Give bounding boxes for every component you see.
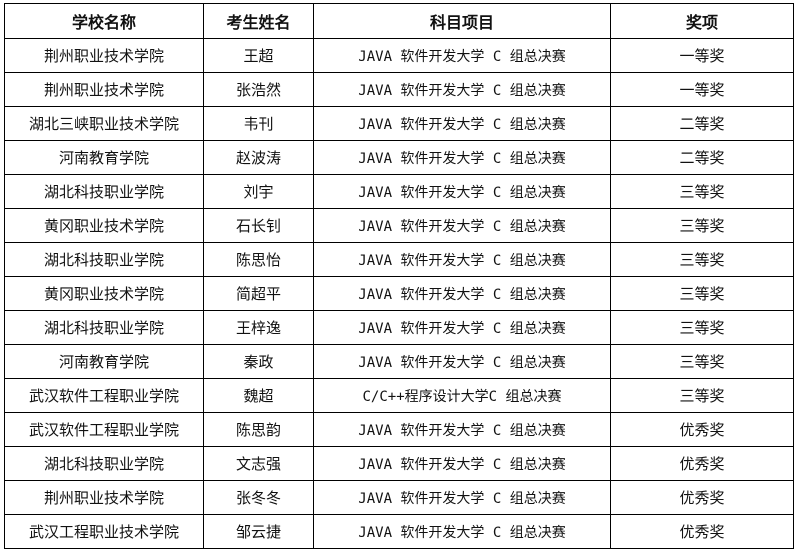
award-cell: 三等奖 (610, 208, 794, 243)
student-name-cell: 赵波涛 (203, 140, 314, 175)
school-cell: 湖北三峡职业技术学院 (4, 106, 204, 141)
award-cell: 优秀奖 (610, 412, 794, 447)
student-name-cell: 魏超 (203, 378, 314, 413)
header-school: 学校名称 (4, 3, 204, 39)
header-subject: 科目项目 (313, 3, 611, 39)
table-row: 武汉软件工程职业学院 陈思韵 JAVA 软件开发大学 C 组总决赛 优秀奖 (4, 412, 794, 447)
award-cell: 一等奖 (610, 72, 794, 107)
subject-cell: JAVA 软件开发大学 C 组总决赛 (313, 310, 611, 345)
award-cell: 三等奖 (610, 378, 794, 413)
subject-cell: JAVA 软件开发大学 C 组总决赛 (313, 514, 611, 549)
subject-cell: JAVA 软件开发大学 C 组总决赛 (313, 38, 611, 73)
table-row: 湖北科技职业学院 文志强 JAVA 软件开发大学 C 组总决赛 优秀奖 (4, 446, 794, 481)
table-row: 黄冈职业技术学院 简超平 JAVA 软件开发大学 C 组总决赛 三等奖 (4, 276, 794, 311)
subject-cell: JAVA 软件开发大学 C 组总决赛 (313, 72, 611, 107)
student-name-cell: 韦刊 (203, 106, 314, 141)
table-row: 湖北科技职业学院 陈思怡 JAVA 软件开发大学 C 组总决赛 三等奖 (4, 242, 794, 277)
award-cell: 三等奖 (610, 174, 794, 209)
subject-cell: JAVA 软件开发大学 C 组总决赛 (313, 344, 611, 379)
school-cell: 湖北科技职业学院 (4, 310, 204, 345)
subject-cell: JAVA 软件开发大学 C 组总决赛 (313, 446, 611, 481)
award-cell: 三等奖 (610, 242, 794, 277)
student-name-cell: 邹云捷 (203, 514, 314, 549)
header-award: 奖项 (610, 3, 794, 39)
subject-cell: JAVA 软件开发大学 C 组总决赛 (313, 208, 611, 243)
award-cell: 优秀奖 (610, 480, 794, 515)
student-name-cell: 简超平 (203, 276, 314, 311)
student-name-cell: 陈思韵 (203, 412, 314, 447)
table-row: 武汉软件工程职业学院 魏超 C/C++程序设计大学C 组总决赛 三等奖 (4, 378, 794, 413)
award-cell: 二等奖 (610, 106, 794, 141)
award-cell: 优秀奖 (610, 446, 794, 481)
table-row: 荆州职业技术学院 王超 JAVA 软件开发大学 C 组总决赛 一等奖 (4, 38, 794, 73)
student-name-cell: 陈思怡 (203, 242, 314, 277)
award-cell: 三等奖 (610, 344, 794, 379)
school-cell: 黄冈职业技术学院 (4, 208, 204, 243)
header-row: 学校名称 考生姓名 科目项目 奖项 (4, 3, 794, 39)
school-cell: 河南教育学院 (4, 140, 204, 175)
header-name: 考生姓名 (203, 3, 314, 39)
subject-cell: C/C++程序设计大学C 组总决赛 (313, 378, 611, 413)
school-cell: 湖北科技职业学院 (4, 446, 204, 481)
school-cell: 湖北科技职业学院 (4, 174, 204, 209)
school-cell: 湖北科技职业学院 (4, 242, 204, 277)
school-cell: 武汉工程职业技术学院 (4, 514, 204, 549)
subject-cell: JAVA 软件开发大学 C 组总决赛 (313, 276, 611, 311)
awards-table: 学校名称 考生姓名 科目项目 奖项 荆州职业技术学院 王超 JAVA 软件开发大学 … (4, 3, 794, 549)
award-cell: 优秀奖 (610, 514, 794, 549)
school-cell: 荆州职业技术学院 (4, 72, 204, 107)
subject-cell: JAVA 软件开发大学 C 组总决赛 (313, 480, 611, 515)
school-cell: 荆州职业技术学院 (4, 480, 204, 515)
table-row: 湖北三峡职业技术学院 韦刊 JAVA 软件开发大学 C 组总决赛 二等奖 (4, 106, 794, 141)
student-name-cell: 文志强 (203, 446, 314, 481)
table-row: 荆州职业技术学院 张浩然 JAVA 软件开发大学 C 组总决赛 一等奖 (4, 72, 794, 107)
table-row: 河南教育学院 秦政 JAVA 软件开发大学 C 组总决赛 三等奖 (4, 344, 794, 379)
award-cell: 一等奖 (610, 38, 794, 73)
subject-cell: JAVA 软件开发大学 C 组总决赛 (313, 242, 611, 277)
student-name-cell: 张浩然 (203, 72, 314, 107)
table-row: 黄冈职业技术学院 石长钊 JAVA 软件开发大学 C 组总决赛 三等奖 (4, 208, 794, 243)
table-row: 湖北科技职业学院 刘宇 JAVA 软件开发大学 C 组总决赛 三等奖 (4, 174, 794, 209)
school-cell: 黄冈职业技术学院 (4, 276, 204, 311)
award-cell: 二等奖 (610, 140, 794, 175)
student-name-cell: 王梓逸 (203, 310, 314, 345)
award-cell: 三等奖 (610, 276, 794, 311)
table-row: 河南教育学院 赵波涛 JAVA 软件开发大学 C 组总决赛 二等奖 (4, 140, 794, 175)
student-name-cell: 秦政 (203, 344, 314, 379)
school-cell: 武汉软件工程职业学院 (4, 412, 204, 447)
award-cell: 三等奖 (610, 310, 794, 345)
subject-cell: JAVA 软件开发大学 C 组总决赛 (313, 412, 611, 447)
student-name-cell: 刘宇 (203, 174, 314, 209)
subject-cell: JAVA 软件开发大学 C 组总决赛 (313, 106, 611, 141)
school-cell: 武汉软件工程职业学院 (4, 378, 204, 413)
subject-cell: JAVA 软件开发大学 C 组总决赛 (313, 174, 611, 209)
student-name-cell: 王超 (203, 38, 314, 73)
student-name-cell: 石长钊 (203, 208, 314, 243)
school-cell: 河南教育学院 (4, 344, 204, 379)
table-row: 湖北科技职业学院 王梓逸 JAVA 软件开发大学 C 组总决赛 三等奖 (4, 310, 794, 345)
table-row: 武汉工程职业技术学院 邹云捷 JAVA 软件开发大学 C 组总决赛 优秀奖 (4, 514, 794, 549)
table-row: 荆州职业技术学院 张冬冬 JAVA 软件开发大学 C 组总决赛 优秀奖 (4, 480, 794, 515)
subject-cell: JAVA 软件开发大学 C 组总决赛 (313, 140, 611, 175)
student-name-cell: 张冬冬 (203, 480, 314, 515)
school-cell: 荆州职业技术学院 (4, 38, 204, 73)
